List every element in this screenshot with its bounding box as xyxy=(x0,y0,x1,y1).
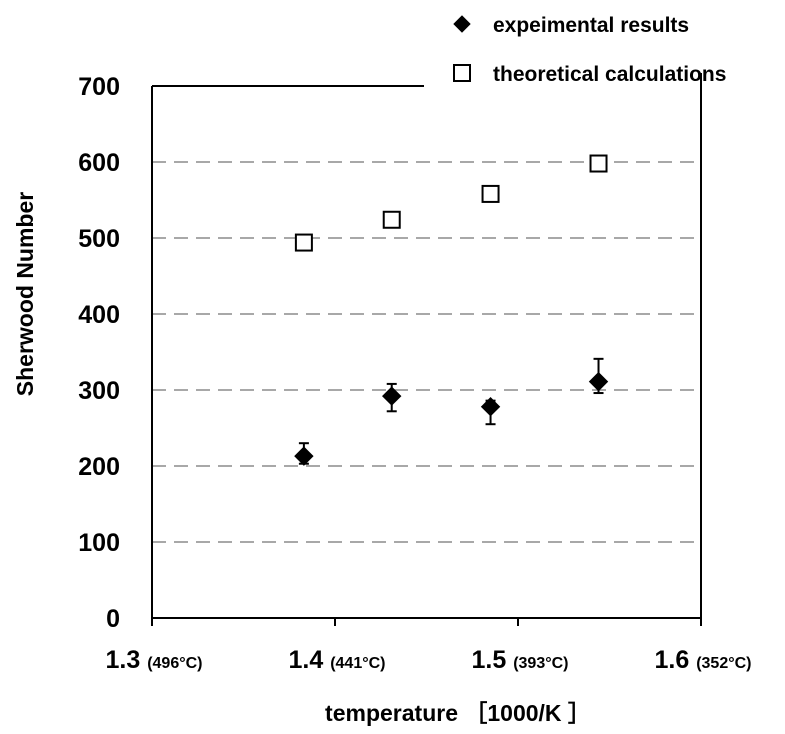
legend-marker-diamond xyxy=(453,15,471,33)
x-tick-label: 1.3 (496°C) xyxy=(105,646,202,674)
y-tick-label: 100 xyxy=(78,529,120,557)
y-tick-label: 0 xyxy=(106,605,120,633)
theoretical-point xyxy=(294,233,313,252)
plot-frame xyxy=(151,73,702,619)
theoretical-point xyxy=(589,154,608,173)
x-tick-label: 1.5 (393°C) xyxy=(471,646,568,674)
theoretical-point xyxy=(382,210,401,229)
legend-marker-square xyxy=(453,64,471,82)
error-bars xyxy=(298,357,604,465)
axis-ticks: 0 100 200 300 400 500 600 700 1.3 (496°C) 1.4 (44… xyxy=(78,73,751,674)
y-axis-title: Sherwood Number xyxy=(12,192,38,397)
y-tick-label: 200 xyxy=(78,453,120,481)
x-tick-label: 1.4 (441°C) xyxy=(288,646,385,674)
y-tick-label: 500 xyxy=(78,225,120,253)
x-axis-title: temperature ［1000/K ］ xyxy=(325,700,591,726)
y-tick-label: 400 xyxy=(78,301,120,329)
experimental-point xyxy=(382,386,402,406)
legend-label: expeimental results xyxy=(493,14,689,37)
experimental-point xyxy=(480,397,501,417)
theoretical-point xyxy=(481,184,500,203)
experimental-point xyxy=(294,446,314,466)
legend-label: theoretical calculations xyxy=(493,63,726,86)
experimental-point xyxy=(588,371,609,392)
x-tick-label: 1.6 (352°C) xyxy=(654,646,751,674)
legend: expeimental results theoretical calculati… xyxy=(453,14,726,86)
y-tick-label: 600 xyxy=(78,149,120,177)
data-markers xyxy=(294,154,609,466)
grid-layer xyxy=(152,161,701,543)
y-tick-label: 300 xyxy=(78,377,120,405)
y-tick-label: 700 xyxy=(78,73,120,101)
